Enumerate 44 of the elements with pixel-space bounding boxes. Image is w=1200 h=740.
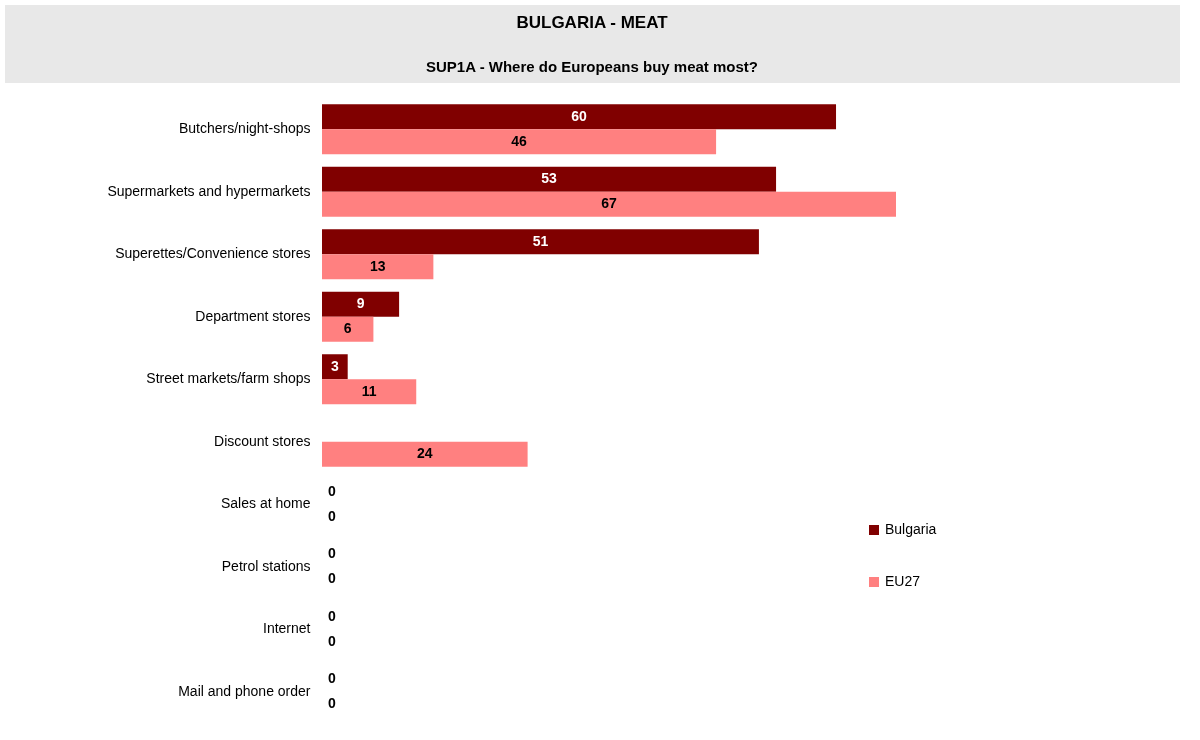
bar <box>322 291 400 317</box>
data-label: 9 <box>356 295 365 312</box>
y-tick-label: Department stores <box>195 307 311 324</box>
y-tick-label: Superettes/Convenience stores <box>115 245 311 262</box>
data-label: 51 <box>532 232 549 249</box>
data-label: 13 <box>369 257 386 274</box>
data-label: 0 <box>328 695 336 712</box>
data-label: 46 <box>511 132 528 149</box>
bar <box>322 129 717 155</box>
chart-subtitle: SUP1A - Where do Europeans buy meat most? <box>426 58 758 75</box>
data-label: 0 <box>328 632 336 649</box>
y-tick-label: Street markets/farm shops <box>146 370 311 387</box>
data-label: 0 <box>328 670 336 687</box>
bar <box>322 104 837 130</box>
data-label: 11 <box>361 382 377 399</box>
data-label: 60 <box>571 107 588 124</box>
data-label: 3 <box>330 357 339 374</box>
bar <box>322 191 896 217</box>
legend-label: EU27 <box>885 573 921 589</box>
chart-title: BULGARIA - MEAT <box>516 13 669 32</box>
bar <box>322 254 434 280</box>
bar <box>322 441 528 467</box>
y-tick-label: Internet <box>263 620 311 637</box>
y-tick-label: Discount stores <box>214 432 311 449</box>
data-label: 0 <box>328 482 336 499</box>
data-label: 0 <box>328 545 336 562</box>
data-label: 6 <box>343 320 352 337</box>
data-label: 0 <box>328 507 336 524</box>
y-tick-label: Petrol stations <box>221 557 311 574</box>
bar <box>322 229 759 255</box>
data-label: 24 <box>417 445 433 462</box>
y-tick-label: Supermarkets and hypermarkets <box>107 182 311 199</box>
bar <box>322 354 348 380</box>
y-tick-label: Butchers/night-shops <box>178 120 311 137</box>
legend-label: Bulgaria <box>885 521 937 537</box>
data-label: 67 <box>601 195 617 212</box>
data-label: 53 <box>541 170 558 187</box>
data-label: 0 <box>328 570 336 587</box>
bar <box>322 166 777 192</box>
y-tick-label: Sales at home <box>221 495 311 512</box>
bar <box>322 316 374 342</box>
y-tick-label: Mail and phone order <box>178 682 311 699</box>
data-label: 0 <box>328 607 336 624</box>
bar <box>322 379 417 405</box>
